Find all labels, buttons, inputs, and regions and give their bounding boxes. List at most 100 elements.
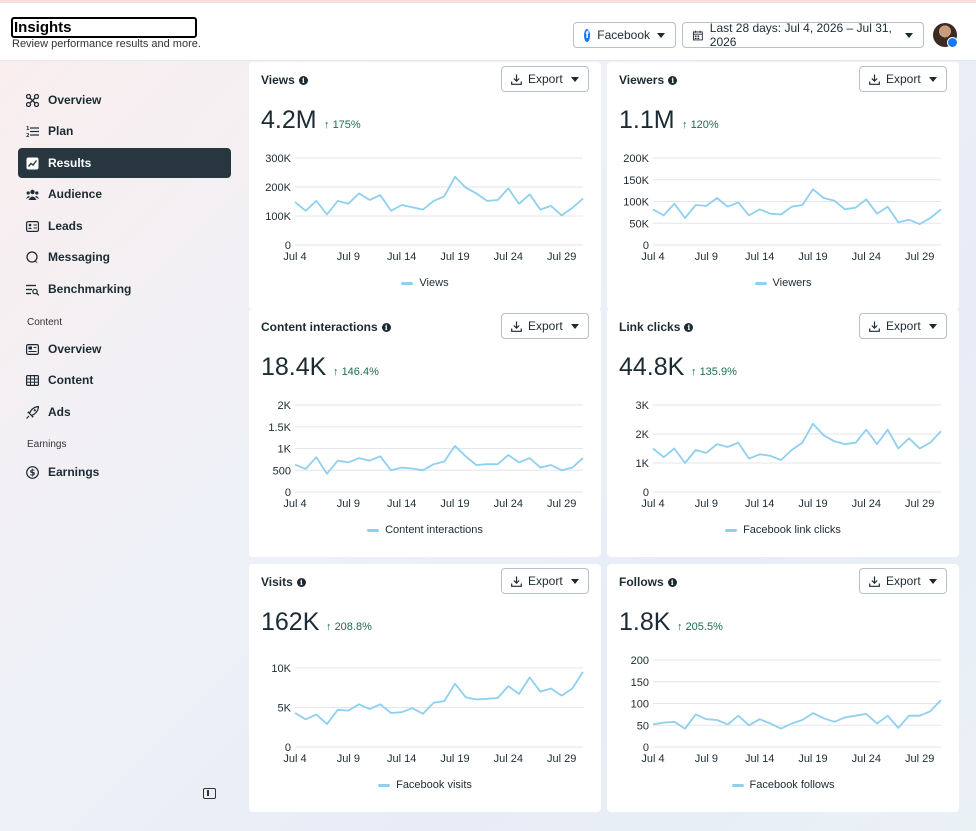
sidebar-item-leads[interactable]: Leads <box>18 211 231 241</box>
content-overview-icon <box>26 343 39 356</box>
y-tick-label: 0 <box>285 742 291 754</box>
metric-card: Follows i Export 1.8K ↑ 205.5% 0 50 100 150 200 Ju… <box>607 564 959 812</box>
date-range-selector[interactable]: Last 28 days: Jul 4, 2026 – Jul 31, 2026 <box>682 21 924 49</box>
collapse-sidebar-icon[interactable] <box>203 788 216 799</box>
metric-total: 1.1M <box>619 106 675 134</box>
export-label: Export <box>528 574 563 588</box>
line-chart: 0 50K 100K 150K 200K Jul 4 Jul 9 Jul 14 Jul 19 Ju… <box>623 153 942 263</box>
export-button[interactable]: Export <box>859 66 947 92</box>
line-chart: 0 50 100 150 200 Jul 4 Jul 9 Jul 14 Jul 19 Jul 24… <box>631 655 942 765</box>
export-label: Export <box>886 319 921 333</box>
card-title-text: Follows <box>619 575 664 589</box>
line-chart: 0 1K 2K 3K Jul 4 Jul 9 Jul 14 Jul 19 Jul 24 Jul 2… <box>636 400 942 510</box>
x-tick-label: Jul 4 <box>641 753 664 765</box>
metric-card: Viewers i Export 1.1M ↑ 120% 0 50K 100K 150K 200K… <box>607 62 959 310</box>
x-tick-label: Jul 4 <box>641 251 664 263</box>
arrow-up-icon: ↑ <box>333 366 339 378</box>
y-tick-label: 100K <box>623 197 649 209</box>
overview-icon <box>26 93 39 107</box>
sidebar-item-label: Earnings <box>48 465 100 479</box>
chart-legend: Facebook visits <box>249 779 601 791</box>
x-tick-label: Jul 9 <box>695 753 718 765</box>
svg-text:1: 1 <box>26 126 30 132</box>
sidebar-item-audience[interactable]: Audience <box>18 179 231 209</box>
export-button[interactable]: Export <box>501 66 589 92</box>
series-line <box>294 445 584 475</box>
sidebar-item-results[interactable]: Results <box>18 148 231 178</box>
export-button[interactable]: Export <box>501 313 589 339</box>
sidebar-item-earnings[interactable]: $ Earnings <box>18 457 231 487</box>
page-title: Insights <box>11 17 197 38</box>
sidebar-item-label: Overview <box>48 93 102 107</box>
messaging-icon <box>26 250 39 264</box>
card-title: Content interactions i <box>261 320 391 334</box>
metric-change-value: 146.4% <box>341 366 379 378</box>
chevron-down-icon <box>905 32 913 38</box>
chevron-down-icon <box>929 76 937 82</box>
export-button[interactable]: Export <box>859 568 947 594</box>
platform-label: Facebook <box>597 28 650 42</box>
legend-swatch <box>754 281 767 285</box>
x-tick-label: Jul 19 <box>798 251 827 263</box>
x-tick-label: Jul 24 <box>494 251 523 263</box>
info-icon[interactable]: i <box>667 577 677 587</box>
export-button[interactable]: Export <box>501 568 589 594</box>
card-title-text: Link clicks <box>619 320 681 334</box>
info-icon[interactable]: i <box>684 322 694 332</box>
download-icon <box>869 321 880 332</box>
info-icon[interactable]: i <box>668 75 678 85</box>
x-tick-label: Jul 29 <box>905 753 934 765</box>
series-line <box>294 671 584 725</box>
metric-card: Link clicks i Export 44.8K ↑ 135.9% 0 1K 2K 3K Ju… <box>607 309 959 557</box>
x-tick-label: Jul 29 <box>547 498 576 510</box>
facebook-icon: f <box>584 28 591 42</box>
top-bar: Insights Review performance results and … <box>0 0 976 61</box>
y-tick-label: 2K <box>278 400 292 412</box>
series-line <box>652 188 942 225</box>
audience-icon <box>26 188 39 201</box>
card-title: Views i <box>261 73 308 87</box>
download-icon <box>511 576 522 587</box>
metric-card: Views i Export 4.2M ↑ 175% 0 100K 200K 300K Jul 4… <box>249 62 601 310</box>
legend-swatch <box>731 783 744 787</box>
x-tick-label: Jul 24 <box>494 498 523 510</box>
y-tick-label: 50 <box>637 720 649 732</box>
card-title: Viewers i <box>619 73 678 87</box>
y-tick-label: 0 <box>285 240 291 252</box>
sidebar-item-ads[interactable]: Ads <box>18 397 231 427</box>
card-title: Follows i <box>619 575 677 589</box>
x-tick-label: Jul 9 <box>337 753 360 765</box>
series-line <box>652 699 942 730</box>
info-icon[interactable]: i <box>381 322 391 332</box>
metric-change-value: 175% <box>332 119 361 131</box>
metric-change-value: 135.9% <box>699 366 737 378</box>
export-button[interactable]: Export <box>859 313 947 339</box>
metric-change-value: 205.5% <box>685 621 723 633</box>
ads-rocket-icon <box>26 405 39 419</box>
facebook-badge-icon <box>947 37 958 48</box>
arrow-up-icon: ↑ <box>677 621 683 633</box>
info-icon[interactable]: i <box>296 577 306 587</box>
legend-swatch <box>725 528 738 532</box>
sidebar-item-label: Plan <box>48 124 74 138</box>
sidebar-item-content-overview[interactable]: Overview <box>18 334 231 364</box>
info-icon[interactable]: i <box>298 75 308 85</box>
sidebar-item-content[interactable]: Content <box>18 365 231 395</box>
card-title-text: Viewers <box>619 73 665 87</box>
platform-selector[interactable]: f Facebook <box>573 22 676 48</box>
metric-card: Content interactions i Export 18.4K ↑ 146.4%… <box>249 309 601 557</box>
metric-change: ↑ 146.4% <box>333 366 379 378</box>
legend-label: Content interactions <box>385 524 483 536</box>
sidebar-item-label: Leads <box>48 219 83 233</box>
sidebar-item-benchmarking[interactable]: Benchmarking <box>18 274 231 304</box>
metric-change: ↑ 208.8% <box>326 621 372 633</box>
chart-legend: Viewers <box>607 277 959 289</box>
sidebar-item-overview[interactable]: Overview <box>18 85 231 115</box>
y-tick-label: 5K <box>278 702 292 714</box>
sidebar-item-label: Audience <box>48 187 103 201</box>
x-tick-label: Jul 14 <box>745 251 774 263</box>
y-tick-label: 0 <box>285 487 291 499</box>
content-grid-icon <box>26 374 39 387</box>
sidebar-item-messaging[interactable]: Messaging <box>18 242 231 272</box>
